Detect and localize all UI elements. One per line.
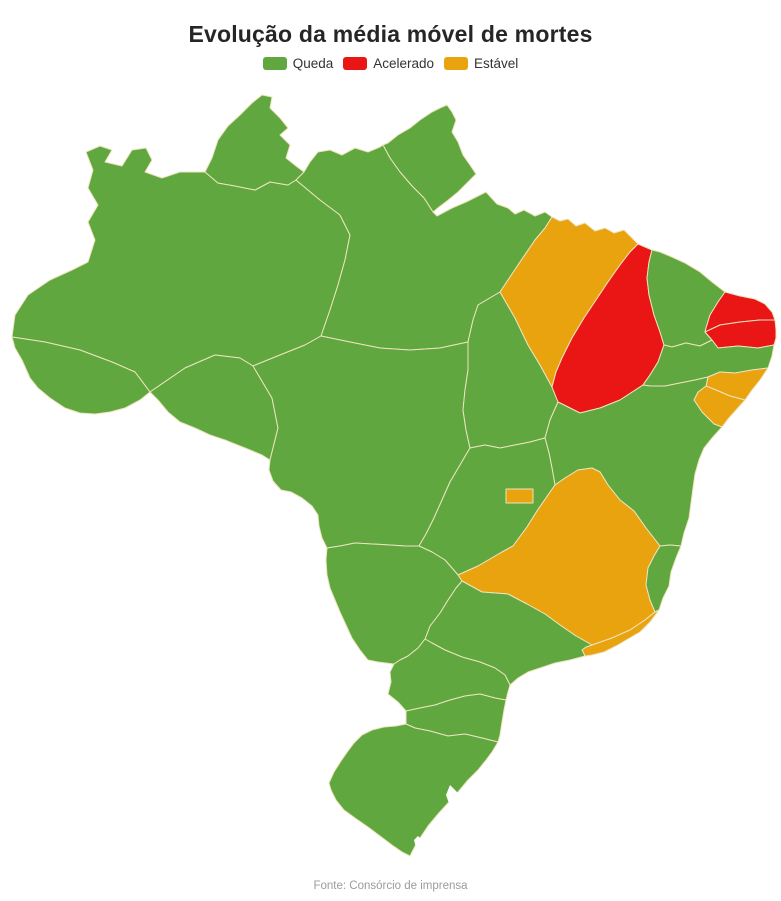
legend-label-acelerado: Acelerado — [373, 56, 435, 71]
water-group — [414, 785, 466, 856]
state-RO[interactable]: Rondônia — Queda — [149, 354, 279, 461]
legend: Queda Acelerado Estável — [0, 56, 781, 71]
page-title: Evolução da média móvel de mortes — [188, 21, 593, 48]
legend-swatch-acelerado — [343, 57, 368, 70]
legend-item-queda: Queda — [262, 56, 334, 71]
lagoon-patos — [446, 785, 466, 826]
state-DF[interactable]: Distrito Federal — Estável — [505, 488, 534, 504]
legend-swatch-queda — [262, 57, 287, 70]
legend-swatch-estavel — [444, 57, 469, 70]
state-RR[interactable]: Roraima — Queda — [204, 94, 305, 191]
source-note: Fonte: Consórcio de imprensa — [313, 880, 468, 892]
state-MS[interactable]: Mato Grosso do Sul — Queda — [325, 542, 463, 665]
legend-item-acelerado: Acelerado — [343, 56, 434, 71]
states-group: Amazonas — Queda Acre — Queda Roraima — … — [11, 94, 777, 857]
state-RS[interactable]: Rio Grande do Sul — Queda — [328, 723, 499, 857]
legend-label-estavel: Estável — [474, 56, 519, 71]
legend-item-estavel: Estável — [444, 56, 518, 71]
state-ES[interactable]: Espírito Santo — Queda — [645, 544, 682, 613]
state-AC[interactable]: Acre — Queda — [11, 336, 151, 415]
lagoon-mirim — [414, 836, 427, 856]
legend-label-queda: Queda — [292, 56, 334, 71]
